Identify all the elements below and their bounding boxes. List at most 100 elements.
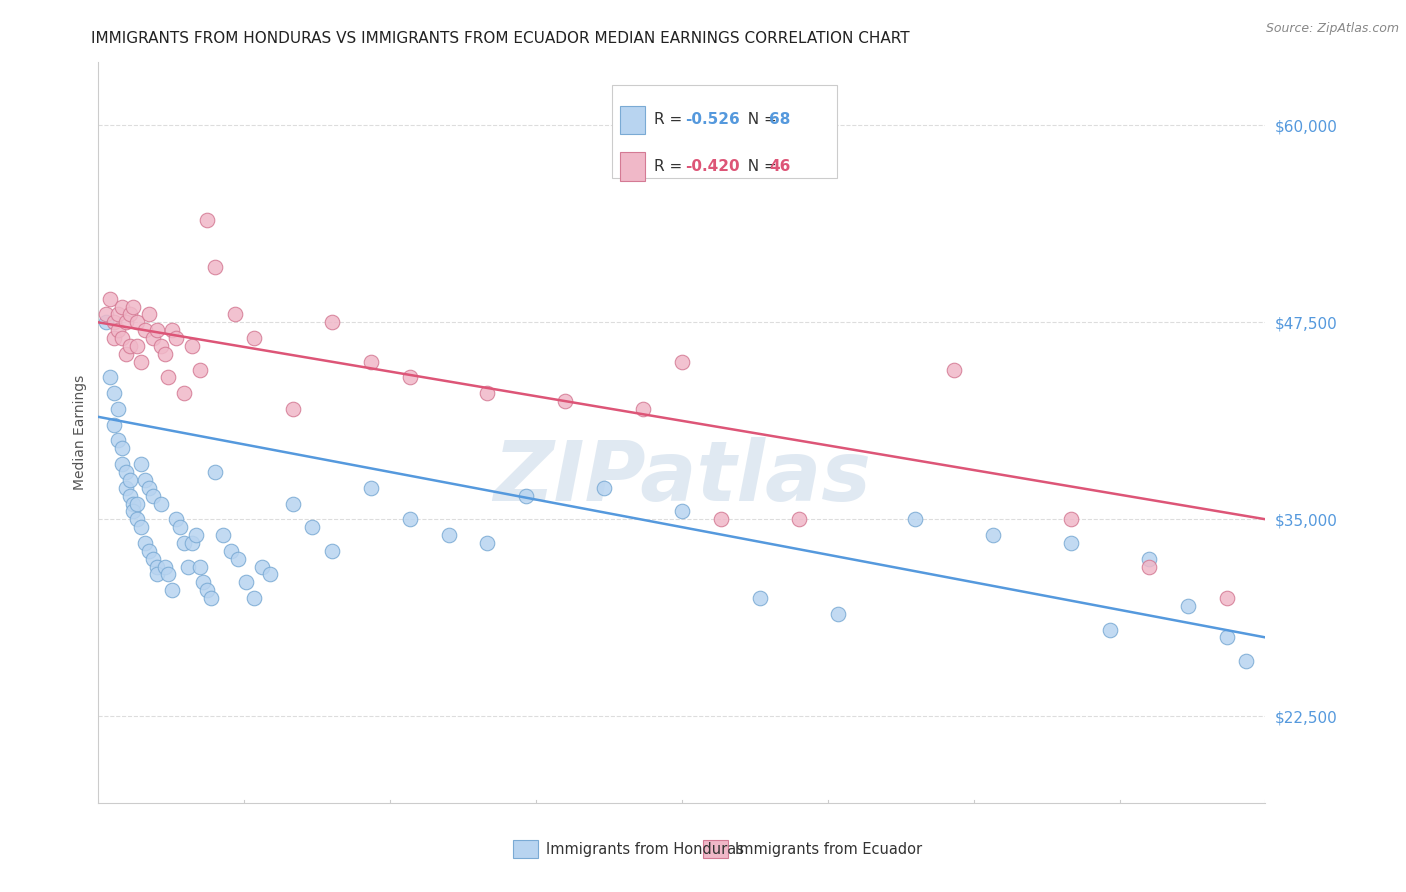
Text: Immigrants from Ecuador: Immigrants from Ecuador (735, 842, 922, 856)
Y-axis label: Median Earnings: Median Earnings (73, 375, 87, 491)
Point (127, 315, 149, 329)
Text: Immigrants from Honduras: Immigrants from Honduras (546, 842, 744, 856)
Point (114, 481, 136, 495)
Point (360, 481, 382, 495)
Point (114, 347, 136, 361)
Point (1177, 599, 1199, 613)
Point (146, 559, 169, 574)
Point (96, 308, 118, 322)
Point (219, 543, 242, 558)
Point (184, 528, 207, 542)
Point (157, 567, 180, 582)
Point (748, 591, 770, 605)
Point (631, 402, 654, 417)
Point (710, 512, 733, 526)
Point (281, 496, 304, 510)
Point (180, 339, 202, 353)
Point (129, 457, 152, 471)
Point (477, 386, 499, 401)
Point (114, 315, 136, 329)
Point (180, 536, 202, 550)
Text: R =: R = (654, 112, 688, 128)
Point (146, 567, 169, 582)
Point (204, 465, 226, 479)
Point (107, 308, 129, 322)
Point (134, 323, 156, 337)
Text: ZIPatlas: ZIPatlas (494, 436, 870, 517)
Point (98, 370, 121, 384)
Point (235, 575, 257, 590)
Point (437, 528, 460, 542)
Point (162, 583, 184, 598)
Point (1060, 536, 1083, 550)
Point (103, 331, 125, 345)
Point (107, 402, 129, 417)
Point (1060, 512, 1083, 526)
Point (212, 528, 235, 542)
Point (1234, 654, 1257, 668)
Point (111, 442, 134, 456)
Point (98, 292, 121, 306)
Point (195, 583, 218, 598)
Point (165, 331, 187, 345)
Point (157, 370, 180, 384)
Point (224, 308, 246, 322)
Point (96, 315, 118, 329)
Text: N =: N = (738, 159, 782, 174)
Point (122, 300, 145, 314)
Point (129, 520, 152, 534)
Point (153, 347, 176, 361)
Point (321, 543, 343, 558)
Point (204, 260, 226, 275)
Point (398, 512, 420, 526)
Text: R =: R = (654, 159, 688, 174)
Point (177, 559, 200, 574)
Point (118, 473, 141, 487)
Point (398, 370, 420, 384)
Point (477, 536, 499, 550)
Point (173, 386, 195, 401)
Point (827, 607, 849, 621)
Point (122, 496, 145, 510)
Point (103, 315, 125, 329)
Point (111, 457, 134, 471)
Point (134, 536, 156, 550)
Text: Source: ZipAtlas.com: Source: ZipAtlas.com (1265, 22, 1399, 36)
Text: N =: N = (738, 112, 782, 128)
Point (671, 504, 693, 518)
Point (321, 315, 343, 329)
Point (149, 496, 172, 510)
Point (103, 417, 125, 432)
Point (173, 536, 195, 550)
Point (127, 339, 149, 353)
Point (1098, 623, 1121, 637)
Point (1215, 591, 1237, 605)
Point (153, 559, 176, 574)
Text: 68: 68 (769, 112, 790, 128)
Point (162, 323, 184, 337)
Point (943, 362, 966, 376)
Point (281, 402, 304, 417)
Point (360, 355, 382, 369)
Point (1137, 559, 1160, 574)
Point (149, 339, 172, 353)
Point (554, 394, 576, 409)
Text: IMMIGRANTS FROM HONDURAS VS IMMIGRANTS FROM ECUADOR MEDIAN EARNINGS CORRELATION : IMMIGRANTS FROM HONDURAS VS IMMIGRANTS F… (91, 31, 910, 46)
Point (981, 528, 1004, 542)
Point (138, 543, 160, 558)
Point (107, 323, 129, 337)
Point (142, 331, 165, 345)
Point (118, 308, 141, 322)
Point (142, 551, 165, 566)
Point (138, 481, 160, 495)
Point (250, 559, 273, 574)
Point (243, 331, 266, 345)
Point (904, 512, 927, 526)
Text: 46: 46 (769, 159, 790, 174)
Point (593, 481, 616, 495)
Point (515, 489, 537, 503)
Point (111, 331, 134, 345)
Point (122, 504, 145, 518)
Point (165, 512, 187, 526)
Point (200, 591, 222, 605)
